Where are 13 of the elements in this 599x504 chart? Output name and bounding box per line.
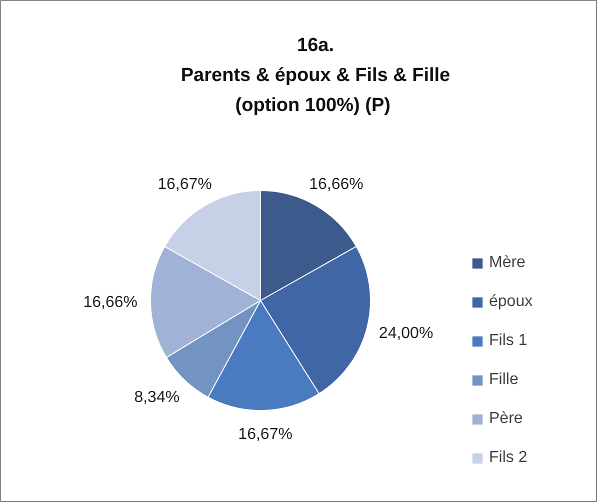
legend-label: Fils 2	[489, 449, 528, 467]
legend-label: Mère	[489, 254, 526, 272]
data-label: 8,34%	[134, 389, 180, 406]
chart-title: 16a. Parents & époux & Fils & Fille (option 100%) (P)	[180, 35, 450, 116]
legend-label: Fille	[489, 371, 518, 389]
legend-label: Fils 1	[489, 332, 528, 350]
data-label: 16,66%	[309, 176, 364, 194]
legend-label: Père	[489, 410, 523, 428]
data-label: 16,66%	[83, 294, 138, 312]
data-label: 16,67%	[158, 176, 212, 194]
data-label: 16,67%	[238, 426, 292, 444]
data-label: 24,00%	[378, 324, 434, 342]
legend-label: époux	[489, 293, 533, 311]
